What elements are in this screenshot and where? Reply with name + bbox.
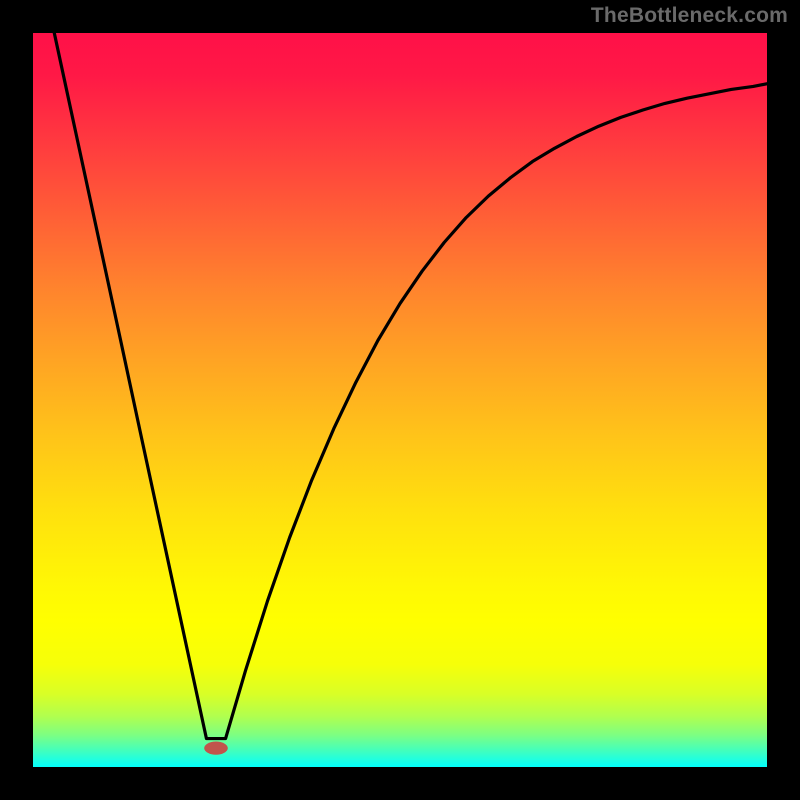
outer-border: [768, 0, 800, 800]
outer-border: [0, 768, 800, 800]
bottleneck-chart: [0, 0, 800, 800]
gradient-background: [32, 32, 768, 768]
outer-border: [0, 0, 32, 800]
watermark-text: TheBottleneck.com: [591, 4, 788, 28]
minimum-marker: [204, 742, 228, 755]
chart-container: TheBottleneck.com: [0, 0, 800, 800]
